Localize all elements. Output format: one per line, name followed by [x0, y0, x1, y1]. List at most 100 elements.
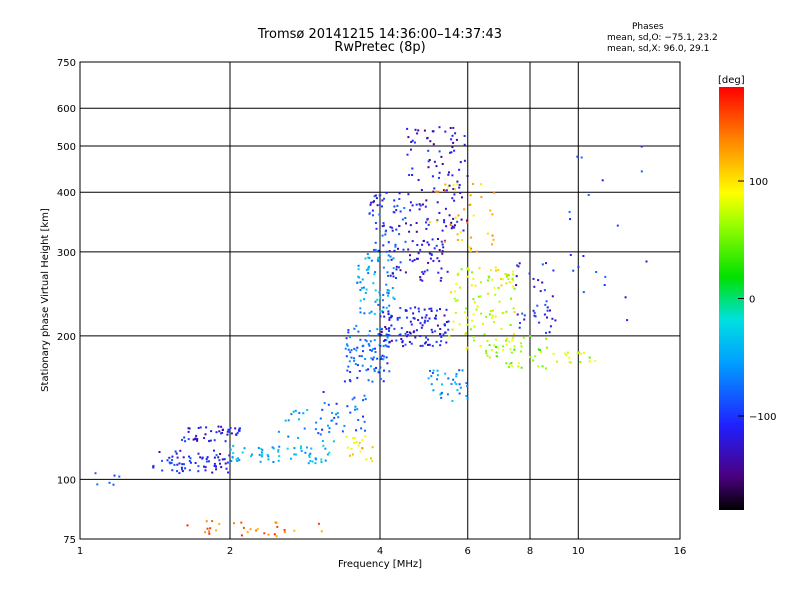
data-point [423, 308, 426, 311]
data-point [450, 138, 453, 141]
data-point [232, 444, 235, 447]
data-point [420, 326, 423, 329]
data-point [419, 335, 422, 337]
data-point [409, 209, 412, 212]
data-point [277, 430, 280, 433]
data-point [226, 430, 229, 433]
data-point [640, 170, 643, 173]
data-point [552, 269, 555, 272]
data-point [582, 352, 585, 355]
data-point [385, 339, 388, 342]
data-point [276, 525, 279, 528]
data-point [427, 166, 430, 169]
data-point [359, 338, 362, 341]
data-point [455, 383, 458, 386]
chart-title: Tromsø 20141215 14:36:00–14:37:43 [257, 27, 503, 42]
y-tick-label: 500 [57, 142, 76, 153]
data-point [486, 340, 489, 342]
data-point [374, 241, 377, 244]
data-point [471, 319, 474, 322]
plot-frame [79, 61, 681, 540]
data-point [322, 444, 325, 447]
data-point [448, 171, 450, 174]
data-point [387, 310, 390, 313]
data-point [515, 284, 518, 287]
data-point [407, 136, 410, 139]
data-point [315, 458, 318, 461]
data-point [393, 205, 396, 208]
data-point [481, 322, 484, 325]
data-point [533, 285, 536, 288]
data-point [385, 306, 388, 309]
data-point [419, 344, 422, 347]
data-point [435, 165, 438, 168]
data-point [375, 227, 378, 230]
data-point [505, 282, 508, 285]
data-point [466, 175, 469, 177]
data-point [357, 268, 360, 271]
data-point [422, 272, 425, 275]
data-point [459, 192, 462, 194]
data-point [399, 307, 402, 309]
y-tick-label: 750 [57, 58, 76, 69]
data-point [350, 349, 353, 352]
data-point [426, 137, 429, 140]
data-point [438, 260, 441, 263]
data-point [466, 346, 469, 349]
data-point [494, 266, 497, 269]
data-point [472, 183, 474, 185]
data-point [365, 288, 368, 291]
data-point [377, 371, 380, 374]
data-point [371, 358, 374, 361]
data-point [451, 134, 454, 137]
data-point [235, 458, 238, 461]
data-point [458, 184, 461, 186]
data-point [456, 389, 459, 392]
data-point [459, 231, 462, 234]
data-point [263, 532, 266, 535]
data-point [534, 315, 537, 318]
data-point [384, 326, 387, 328]
data-point [554, 319, 557, 322]
data-point [510, 364, 513, 367]
data-point [624, 296, 627, 299]
data-point [453, 199, 456, 202]
data-point [541, 263, 544, 266]
data-point [421, 203, 424, 206]
data-point [208, 460, 210, 463]
data-point [397, 266, 400, 269]
data-point [456, 239, 459, 241]
data-point [426, 269, 429, 272]
data-point [399, 269, 402, 272]
data-point [512, 285, 515, 288]
data-point [327, 424, 329, 427]
data-point [512, 279, 515, 282]
data-point [428, 252, 431, 255]
data-point [453, 193, 456, 196]
data-point [350, 356, 353, 359]
data-point [516, 313, 519, 316]
data-point [452, 141, 455, 144]
data-point [206, 456, 209, 459]
data-point [380, 357, 383, 360]
data-point [498, 300, 501, 303]
data-point [520, 366, 523, 369]
data-point [387, 313, 390, 316]
data-point [505, 276, 508, 278]
data-point [467, 269, 470, 272]
data-point [232, 452, 235, 455]
data-point [488, 344, 491, 347]
data-point [416, 244, 419, 246]
data-point [549, 309, 551, 312]
data-point [386, 289, 389, 291]
data-point [388, 289, 391, 292]
data-point [409, 224, 412, 227]
data-point [477, 295, 480, 298]
data-point [376, 328, 379, 331]
data-point [213, 462, 216, 465]
data-point [390, 315, 393, 318]
data-point [414, 128, 417, 131]
data-point [372, 348, 375, 351]
data-point [384, 230, 387, 233]
data-point [410, 141, 413, 143]
